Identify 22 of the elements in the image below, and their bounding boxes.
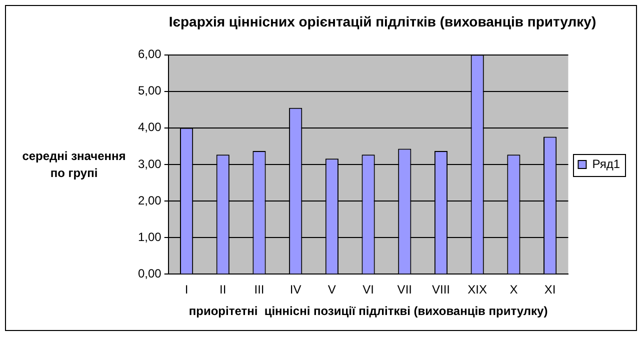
x-tick-label: XIX [468,282,488,297]
x-tick-label: XI [544,282,556,297]
x-tick-label: III [254,282,264,297]
x-tick-label: VII [397,282,412,297]
x-tick-label: I [184,282,188,297]
y-tick-label: 2,00 [138,193,162,208]
x-tick-label: VIII [432,282,450,297]
x-axis-title: приорітетні ціннісні позиції підлітквi (вихованців притулку) [188,304,548,318]
x-tick-label: IV [290,282,302,297]
y-tick-label: 4,00 [138,120,162,134]
x-tick-label: V [328,282,336,297]
y-tick-label: 5,00 [138,84,162,98]
y-tick-label: 0,00 [138,266,162,281]
y-tick-label: 1,00 [138,230,162,244]
y-tick-label: 3,00 [138,156,162,171]
y-tick-label: 6,00 [138,47,162,62]
x-tick-label: II [220,282,226,297]
legend-label: Ряд1 [592,156,620,171]
x-tick-label: VI [362,282,374,297]
x-tick-label: X [510,282,518,297]
chart-title: Ієрархія ціннісних орієнтацій підлітків (вихованців притулку) [168,13,596,30]
y-axis-title: середні значення по групі [21,148,127,182]
